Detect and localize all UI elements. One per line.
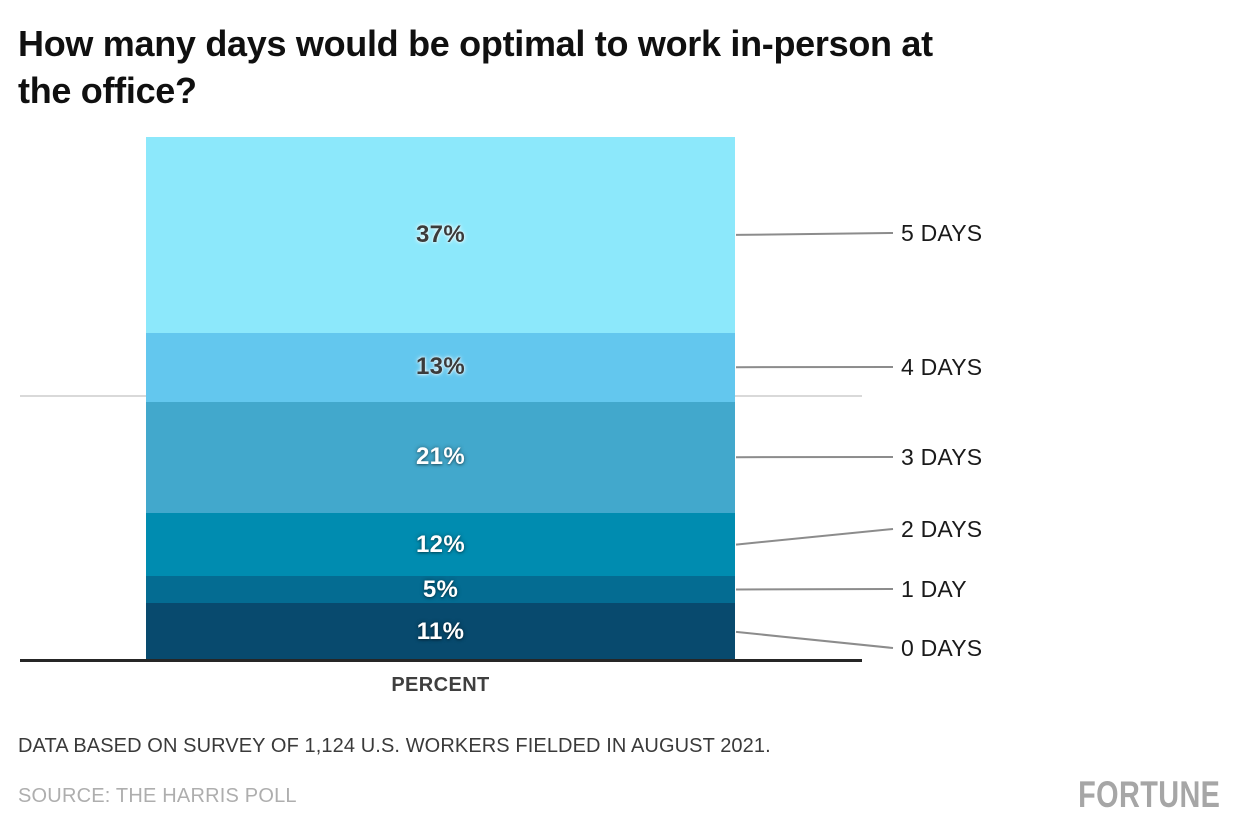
- category-label-4-days: 4 DAYS: [901, 354, 983, 380]
- connector-2-days: [735, 528, 894, 546]
- category-label-1-day: 1 DAY: [901, 576, 967, 602]
- connector-0-days: [735, 630, 894, 649]
- value-label-3-days: 21%: [416, 443, 465, 471]
- x-axis-line: [20, 659, 862, 662]
- connector-5-days: [735, 232, 894, 236]
- category-label-5-days: 5 DAYS: [901, 220, 983, 246]
- fortune-logo: FORTUNE: [1077, 774, 1220, 815]
- category-label-0-days: 0 DAYS: [901, 635, 983, 661]
- chart-title-line-2: the office?: [18, 70, 197, 111]
- value-label-2-days: 12%: [416, 530, 465, 558]
- chart-title-line-1: How many days would be optimal to work i…: [18, 23, 933, 64]
- category-label-3-days: 3 DAYS: [901, 444, 983, 470]
- bar-segment-4-days: 13%: [146, 332, 735, 402]
- value-label-1-day: 5%: [422, 575, 459, 603]
- value-label-4-days: 13%: [416, 353, 465, 381]
- x-axis-label: PERCENT: [391, 674, 490, 696]
- connector-1-day: [735, 588, 894, 591]
- source-credit: SOURCE: THE HARRIS POLL: [18, 785, 297, 807]
- value-label-0-days: 11%: [416, 617, 465, 645]
- bar-segment-1-day: 5%: [146, 575, 735, 603]
- chart-title: How many days would be optimal to work i…: [18, 20, 1208, 114]
- stacked-bar: 37% 13% 21% 12% 5% 11%: [146, 137, 735, 661]
- bar-segment-5-days: 37%: [146, 137, 735, 333]
- footnote: DATA BASED ON SURVEY OF 1,124 U.S. WORKE…: [18, 735, 771, 757]
- category-label-2-days: 2 DAYS: [901, 516, 983, 542]
- bar-segment-2-days: 12%: [146, 512, 735, 577]
- bar-segment-3-days: 21%: [146, 401, 735, 513]
- bar-segment-0-days: 11%: [146, 602, 735, 661]
- value-label-5-days: 37%: [416, 220, 465, 248]
